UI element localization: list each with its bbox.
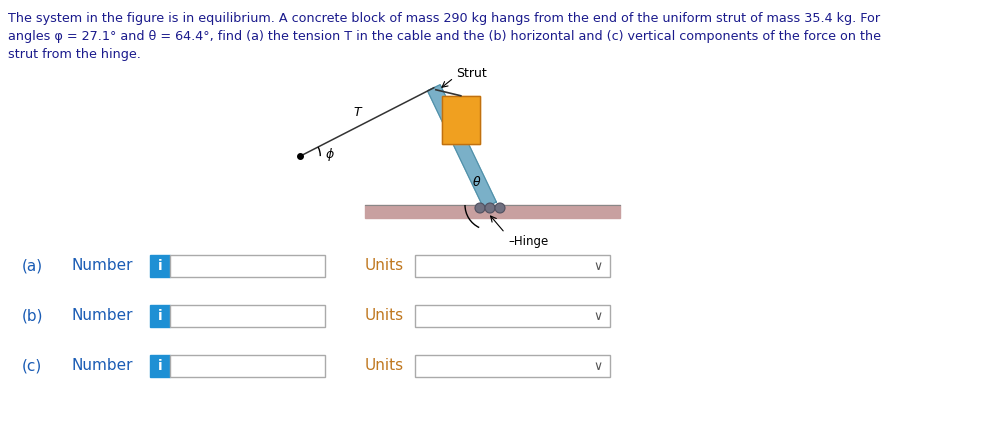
Bar bbox=[442, 96, 480, 144]
Text: –Hinge: –Hinge bbox=[508, 235, 548, 248]
Text: ∨: ∨ bbox=[594, 360, 603, 372]
Circle shape bbox=[495, 203, 505, 213]
Text: (c): (c) bbox=[22, 359, 42, 374]
FancyBboxPatch shape bbox=[150, 255, 170, 277]
Text: (b): (b) bbox=[22, 309, 44, 323]
Text: Units: Units bbox=[365, 258, 404, 274]
Text: i: i bbox=[158, 259, 163, 273]
Text: $T$: $T$ bbox=[353, 106, 363, 119]
Text: ∨: ∨ bbox=[594, 309, 603, 323]
Text: angles φ = 27.1° and θ = 64.4°, find (a) the tension T in the cable and the (b) : angles φ = 27.1° and θ = 64.4°, find (a)… bbox=[8, 30, 881, 43]
Text: $\theta$: $\theta$ bbox=[472, 175, 481, 189]
Polygon shape bbox=[427, 85, 496, 208]
FancyBboxPatch shape bbox=[415, 355, 610, 377]
Circle shape bbox=[475, 203, 485, 213]
Text: Strut: Strut bbox=[456, 67, 487, 80]
FancyBboxPatch shape bbox=[170, 305, 325, 327]
FancyBboxPatch shape bbox=[170, 255, 325, 277]
FancyBboxPatch shape bbox=[170, 355, 325, 377]
Text: Number: Number bbox=[72, 309, 134, 323]
Text: Number: Number bbox=[72, 258, 134, 274]
Text: ∨: ∨ bbox=[594, 260, 603, 272]
Text: Units: Units bbox=[365, 359, 404, 374]
Text: Number: Number bbox=[72, 359, 134, 374]
Bar bbox=[365, 205, 620, 218]
FancyBboxPatch shape bbox=[415, 305, 610, 327]
Text: (a): (a) bbox=[22, 258, 43, 274]
Text: strut from the hinge.: strut from the hinge. bbox=[8, 48, 141, 61]
Circle shape bbox=[485, 203, 495, 213]
Text: Units: Units bbox=[365, 309, 404, 323]
Text: i: i bbox=[158, 359, 163, 373]
Text: i: i bbox=[158, 309, 163, 323]
FancyBboxPatch shape bbox=[415, 255, 610, 277]
Bar bbox=[442, 96, 480, 144]
FancyBboxPatch shape bbox=[150, 305, 170, 327]
FancyBboxPatch shape bbox=[150, 355, 170, 377]
Text: $\phi$: $\phi$ bbox=[325, 146, 335, 163]
Text: The system in the figure is in equilibrium. A concrete block of mass 290 kg hang: The system in the figure is in equilibri… bbox=[8, 12, 880, 25]
